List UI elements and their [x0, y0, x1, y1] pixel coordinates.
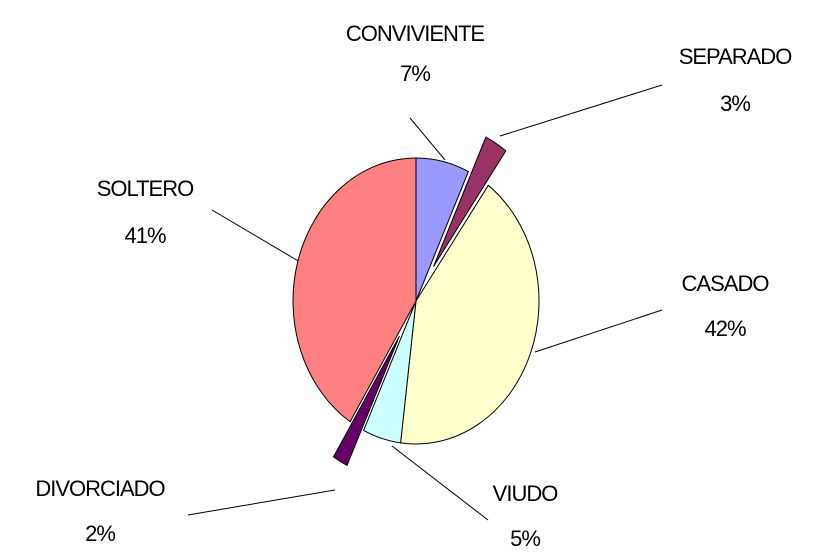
pie-slice	[332, 335, 400, 467]
slice-value-label: 2%	[85, 521, 115, 546]
pie-slice	[400, 184, 540, 445]
slices	[292, 136, 540, 467]
slice-value-label: 3%	[720, 91, 750, 116]
slice-value-label: 5%	[510, 526, 540, 551]
pie-slice	[292, 157, 417, 423]
slice-label: VIUDO	[493, 481, 559, 506]
slice-label: SOLTERO	[97, 176, 194, 201]
labels: CONVIVIENTE 7% SEPARADO 3% CASADO 42% VIUDO 5% D…	[35, 21, 793, 551]
slice-value-label: 7%	[400, 61, 430, 86]
slice-label: DIVORCIADO	[35, 476, 165, 501]
slice-label: CONVIVIENTE	[346, 21, 484, 46]
pie-slice	[433, 136, 507, 267]
slice-label: SEPARADO	[679, 44, 793, 69]
leader-line	[187, 489, 336, 516]
leader-lines	[187, 84, 663, 521]
slice-value-label: 41%	[124, 223, 165, 248]
pie-slice	[362, 300, 417, 444]
slice-label: CASADO	[682, 271, 770, 296]
slice-value-label: 42%	[704, 316, 745, 341]
leader-line	[534, 309, 663, 353]
leader-line	[409, 117, 446, 161]
leader-line	[499, 84, 663, 137]
leader-line	[391, 445, 489, 521]
leader-line	[211, 209, 301, 263]
